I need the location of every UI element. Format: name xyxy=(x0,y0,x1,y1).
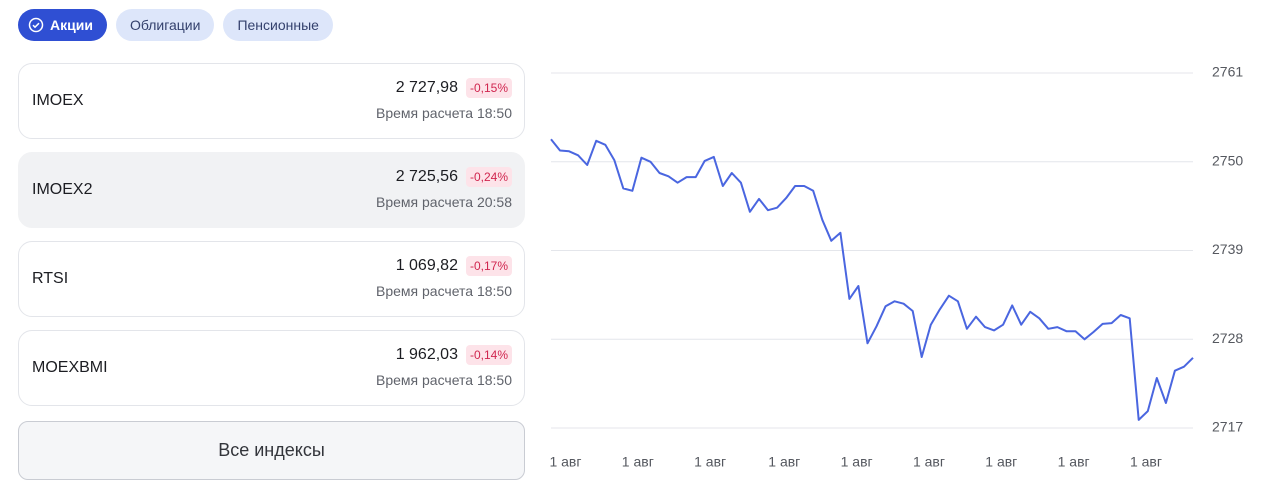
index-name: RTSI xyxy=(32,270,69,287)
x-tick-label: 1 авг xyxy=(1130,454,1162,470)
check-icon xyxy=(28,17,44,33)
y-tick-label: 2750 xyxy=(1212,152,1243,168)
index-name: IMOEX2 xyxy=(32,181,93,198)
index-card[interactable]: IMOEX2 2 725,56 -0,24% Время расчета 20:58 xyxy=(18,152,525,228)
x-tick-label: 1 авг xyxy=(985,454,1017,470)
x-tick-label: 1 авг xyxy=(549,454,581,470)
index-list: IMOEX 2 727,98 -0,15% Время расчета 18:50 IM… xyxy=(18,63,525,419)
index-value: 2 725,56 xyxy=(395,168,458,185)
index-name: MOEXBMI xyxy=(32,359,108,376)
y-tick-label: 2728 xyxy=(1212,330,1243,346)
all-indices-button[interactable]: Все индексы xyxy=(18,421,525,480)
index-change: -0,15% xyxy=(465,78,512,98)
index-value: 1 962,03 xyxy=(395,346,458,363)
chart: 2717 2728 2739 2750 2761 1 авг 1 авг 1 авг 1 авг… xyxy=(549,64,1243,470)
x-tick-label: 1 авг xyxy=(841,454,873,470)
tab[interactable]: Акции xyxy=(18,9,107,41)
value-row: 2 727,98 -0,15% xyxy=(376,78,512,98)
x-tick-label: 1 авг xyxy=(768,454,800,470)
tab-label: Облигации xyxy=(129,17,201,33)
value-row: 1 962,03 -0,14% xyxy=(376,345,512,365)
line xyxy=(550,138,1194,421)
x-tick-label: 1 авг xyxy=(913,454,945,470)
index-change: -0,24% xyxy=(465,167,512,187)
x-tick-label: 1 авг xyxy=(622,454,654,470)
y-tick-label: 2739 xyxy=(1212,241,1243,257)
value-row: 1 069,82 -0,17% xyxy=(376,256,512,276)
y-tick-label: 2761 xyxy=(1212,64,1243,80)
x-tick-label: 1 авг xyxy=(1058,454,1090,470)
index-values: 1 069,82 -0,17% Время расчета 18:50 xyxy=(376,256,512,299)
index-values: 2 725,56 -0,24% Время расчета 20:58 xyxy=(376,167,512,210)
tab[interactable]: Пенсионные xyxy=(223,9,333,41)
index-value: 1 069,82 xyxy=(395,257,458,274)
calc-time: Время расчета 20:58 xyxy=(375,194,512,210)
index-card[interactable]: MOEXBMI 1 962,03 -0,14% Время расчета 18:50 xyxy=(18,330,525,406)
index-value: 2 727,98 xyxy=(395,79,458,96)
index-name: IMOEX xyxy=(32,92,84,109)
tab-label: Акции xyxy=(50,17,93,33)
index-change: -0,14% xyxy=(465,345,512,365)
tabs: Акции Облигации Пенсионные xyxy=(18,9,333,41)
x-tick-label: 1 авг xyxy=(694,454,726,470)
value-row: 2 725,56 -0,24% xyxy=(376,167,512,187)
index-values: 1 962,03 -0,14% Время расчета 18:50 xyxy=(376,345,512,388)
index-change: -0,17% xyxy=(465,256,512,276)
tab-label: Пенсионные xyxy=(237,17,319,33)
index-card[interactable]: IMOEX 2 727,98 -0,15% Время расчета 18:50 xyxy=(18,63,525,139)
y-tick-label: 2717 xyxy=(1212,419,1243,435)
index-card[interactable]: RTSI 1 069,82 -0,17% Время расчета 18:50 xyxy=(18,241,525,317)
index-values: 2 727,98 -0,15% Время расчета 18:50 xyxy=(376,78,512,121)
calc-time: Время расчета 18:50 xyxy=(375,283,512,299)
calc-time: Время расчета 18:50 xyxy=(375,105,512,121)
tab[interactable]: Облигации xyxy=(115,9,215,41)
calc-time: Время расчета 18:50 xyxy=(375,372,512,388)
